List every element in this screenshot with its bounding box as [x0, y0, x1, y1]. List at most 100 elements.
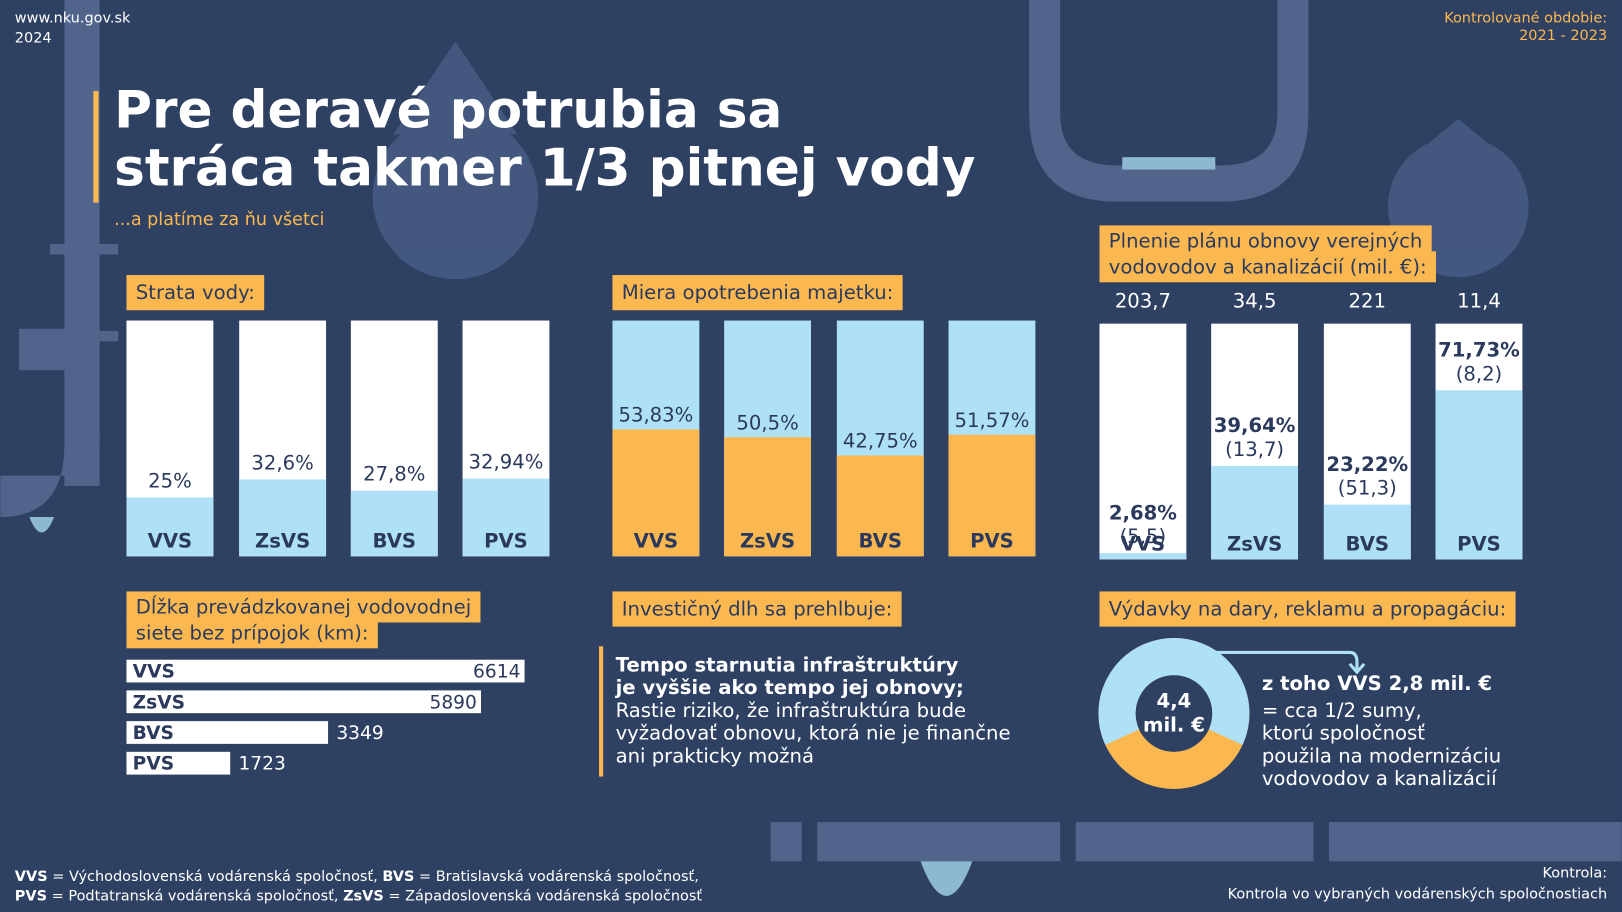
period: 2021 - 2023	[1519, 28, 1607, 44]
donut-hole	[1135, 675, 1213, 752]
title: stráca takmer 1/3 pitnej vody	[114, 139, 975, 199]
bar	[350, 490, 438, 557]
value-label: 23,22%	[1326, 453, 1408, 476]
label-box	[126, 617, 378, 649]
leak	[920, 861, 973, 896]
value-label: 5890	[429, 692, 476, 713]
category-label: VVS	[1121, 532, 1166, 555]
category-label: ZsVS	[740, 529, 795, 552]
amount-label: (8,2)	[1456, 362, 1503, 385]
section-title: Plnenie plánu obnovy verejných	[1109, 229, 1423, 252]
donut-part	[1098, 638, 1250, 745]
body-text: ktorú spoločnosť	[1262, 722, 1425, 745]
year: 2024	[15, 30, 52, 46]
control: Kontrola vo vybraných vodárenských spolo…	[1228, 886, 1608, 902]
donut-unit: mil. €	[1143, 713, 1205, 736]
abbreviation: VVS	[15, 869, 48, 885]
category-label: VVS	[133, 662, 175, 683]
subtitle: ...a platíme za ňu všetci	[114, 210, 324, 230]
bar	[724, 437, 811, 557]
category-label: ZsVS	[255, 529, 310, 552]
value-label: 25%	[148, 469, 192, 492]
label-box	[1099, 251, 1436, 283]
section-title: Dĺžka prevádzkovanej vodovodnej	[136, 596, 471, 619]
legend-line: PVS = Podtatranská vodárenská spoločnosť…	[15, 888, 703, 904]
pipe-gap	[801, 822, 818, 862]
section-title: Miera opotrebenia majetku:	[622, 281, 894, 304]
pipe	[64, 0, 100, 486]
pipe	[1029, 0, 1061, 114]
bar	[126, 690, 482, 714]
bar	[126, 721, 329, 744]
category-label: PVS	[484, 529, 528, 552]
label-box	[612, 275, 903, 311]
value-label: 39,64%	[1214, 414, 1296, 437]
title: Pre deravé potrubia sa	[114, 81, 782, 141]
leak	[1122, 157, 1216, 170]
bar	[948, 434, 1036, 557]
period-label: Kontrolované obdobie:	[1444, 11, 1607, 27]
amount-label: (51,3)	[1338, 477, 1397, 500]
value-label: 32,94%	[469, 451, 544, 474]
section-title: vodovodov a kanalizácií (mil. €):	[1109, 255, 1427, 278]
label-box	[612, 591, 902, 627]
leak	[29, 517, 55, 533]
body-text: vodovodov a kanalizácií	[1262, 767, 1497, 790]
abbreviation: ZsVS	[343, 888, 384, 904]
arrow	[1199, 650, 1366, 675]
bold-text: Tempo starnutia infraštruktúry	[616, 653, 959, 676]
value-label: 42,75%	[843, 430, 918, 453]
body-text: ani prakticky možná	[616, 744, 814, 767]
drop-tip	[1401, 118, 1516, 166]
category-label: PVS	[133, 754, 174, 775]
category-label: PVS	[1457, 532, 1501, 555]
category-label: BVS	[859, 529, 903, 552]
pipe-gap	[1060, 822, 1076, 862]
pipe-elbow	[0, 434, 100, 518]
bar	[239, 479, 327, 557]
pipe-ring	[49, 244, 119, 255]
bar	[126, 659, 525, 683]
drop-tip	[393, 41, 518, 135]
body-text: = cca 1/2 sumy,	[1262, 699, 1422, 722]
definition: = Bratislavská vodárenská spoločnosť,	[414, 869, 698, 885]
total-label: 11,4	[1457, 289, 1501, 312]
bold-text: je vyššie ako tempo jej obnovy;	[615, 676, 964, 699]
value-label: 50,5%	[736, 411, 798, 434]
bar	[1099, 553, 1187, 560]
valve	[18, 328, 65, 371]
value-label: 53,83%	[618, 403, 693, 426]
value-label: 27,8%	[363, 463, 425, 486]
body-text: Rastie riziko, že infraštruktúra bude	[616, 699, 967, 722]
amount-label: (5,5)	[1120, 525, 1167, 548]
accent-line	[599, 646, 604, 777]
pipe	[770, 822, 1622, 862]
bar	[612, 429, 700, 557]
bold-text: z toho VVS 2,8 mil. €	[1262, 672, 1492, 695]
title-accent	[93, 90, 99, 203]
bar	[462, 478, 550, 557]
value-label: 1723	[238, 754, 285, 775]
section-title: Výdavky na dary, reklamu a propagáciu:	[1109, 598, 1506, 621]
label-box	[1099, 591, 1516, 627]
value-label: 32,6%	[251, 451, 313, 474]
category-label: ZsVS	[1227, 532, 1282, 555]
definition: = Východoslovenská vodárenská spoločnosť…	[48, 869, 383, 885]
body-text: vyžadovať obnovu, ktorá nie je finančne	[616, 722, 1011, 745]
category-label: VVS	[148, 529, 193, 552]
drop	[372, 113, 539, 280]
site: www.nku.gov.sk	[15, 11, 131, 27]
section-title: Investičný dlh sa prehlbuje:	[622, 598, 893, 621]
definition: = Západoslovenská vodárenská spoločnosť	[384, 888, 703, 904]
definition: = Podtatranská vodárenská spoločnosť,	[47, 888, 343, 904]
abbreviation: PVS	[15, 888, 47, 904]
pipe	[1277, 0, 1309, 114]
bar	[836, 455, 924, 557]
pipe-u	[1029, 113, 1309, 202]
abbreviation: BVS	[382, 869, 414, 885]
category-label: VVS	[634, 529, 679, 552]
bar	[1323, 504, 1411, 560]
